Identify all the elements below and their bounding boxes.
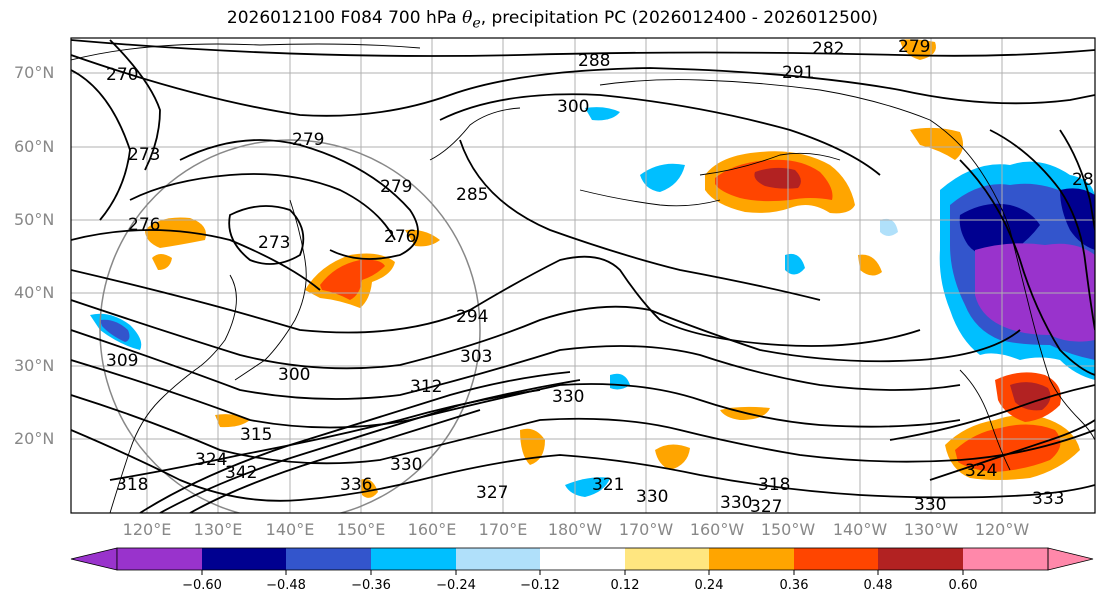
range-circle xyxy=(99,139,481,513)
colorbar-tick-label: −0.36 xyxy=(351,578,391,593)
contour-label: 330 xyxy=(636,487,668,507)
lon-label: 170°E xyxy=(478,520,528,539)
lat-label-20n: 20°N xyxy=(14,429,55,448)
colorbar-tick-label: 0.36 xyxy=(779,578,809,593)
lon-label: 150°E xyxy=(336,520,386,539)
contour-label: 321 xyxy=(592,475,624,495)
lon-label: 160°E xyxy=(407,520,457,539)
map-title: 2026012100 F084 700 hPa θe, precipitatio… xyxy=(226,8,879,32)
contour-label: 288 xyxy=(578,51,610,71)
grid-lines xyxy=(71,38,1095,513)
contour-label: 270 xyxy=(106,65,138,85)
lat-label-60n: 60°N xyxy=(14,137,55,156)
colorbar-tick-label: 0.24 xyxy=(694,578,724,593)
contour-label: 327 xyxy=(476,483,508,503)
contour-label: 282 xyxy=(1072,170,1104,190)
contour-label: 330 xyxy=(552,387,584,407)
lon-label: 150°W xyxy=(760,520,816,539)
contour-label: 315 xyxy=(240,425,272,445)
contour-label: 324 xyxy=(965,461,997,481)
lon-label: 180°W xyxy=(547,520,603,539)
contour-labels: 288 282 279 291 300 270 273 279 279 285 … xyxy=(106,37,1104,517)
contour-label: 342 xyxy=(225,463,257,483)
lon-label: 130°W xyxy=(903,520,959,539)
contour-label: 312 xyxy=(410,377,442,397)
contour-label: 300 xyxy=(557,97,589,117)
lon-label: 130°E xyxy=(193,520,243,539)
colorbar-tick-label: 0.12 xyxy=(610,578,640,593)
colorbar-tick-label: −0.48 xyxy=(266,578,306,593)
contour-label: 309 xyxy=(106,351,138,371)
lon-label: 160°W xyxy=(689,520,745,539)
contour-label: 303 xyxy=(460,347,492,367)
lon-label: 140°W xyxy=(832,520,888,539)
contour-label: 273 xyxy=(128,145,160,165)
contour-label: 279 xyxy=(292,130,324,150)
contour-label: 282 xyxy=(812,39,844,59)
lon-label: 120°E xyxy=(122,520,172,539)
contour-label: 327 xyxy=(750,497,782,517)
lon-label: 120°W xyxy=(974,520,1030,539)
lon-label: 170°W xyxy=(618,520,674,539)
colorbar-tick-label: −0.60 xyxy=(182,578,222,593)
coastlines xyxy=(71,43,1095,513)
contour-label: 336 xyxy=(340,475,372,495)
colorbar-tick-label: 0.48 xyxy=(863,578,893,593)
lat-label-50n: 50°N xyxy=(14,210,55,229)
contour-label: 318 xyxy=(758,475,790,495)
colorbar-tick-label: −0.24 xyxy=(436,578,476,593)
contour-label: 291 xyxy=(782,63,814,83)
colorbar xyxy=(70,547,1094,575)
contour-label: 330 xyxy=(914,495,946,515)
contour-label: 279 xyxy=(380,177,412,197)
contour-label: 333 xyxy=(1032,489,1064,509)
colorbar-min-arrow xyxy=(70,547,118,571)
colorbar-max-arrow xyxy=(1047,547,1094,571)
contour-label: 300 xyxy=(278,365,310,385)
contour-label: 330 xyxy=(720,493,752,513)
contour-label: 276 xyxy=(128,215,160,235)
lat-label-70n: 70°N xyxy=(14,63,55,82)
map-frame xyxy=(70,37,1096,514)
lon-label: 140°E xyxy=(265,520,315,539)
contour-label: 324 xyxy=(195,450,227,470)
contour-label: 276 xyxy=(384,227,416,247)
contour-label: 330 xyxy=(390,455,422,475)
contour-label: 318 xyxy=(116,475,148,495)
colorbar-tick-label: −0.12 xyxy=(520,578,560,593)
colorbar-tick-label: 0.60 xyxy=(948,578,978,593)
lat-label-30n: 30°N xyxy=(14,356,55,375)
contour-label: 279 xyxy=(898,37,930,57)
theta-e-contours xyxy=(71,39,1095,513)
lat-label-40n: 40°N xyxy=(14,283,55,302)
contour-label: 294 xyxy=(456,307,488,327)
contour-label: 285 xyxy=(456,185,488,205)
contour-label: 273 xyxy=(258,233,290,253)
